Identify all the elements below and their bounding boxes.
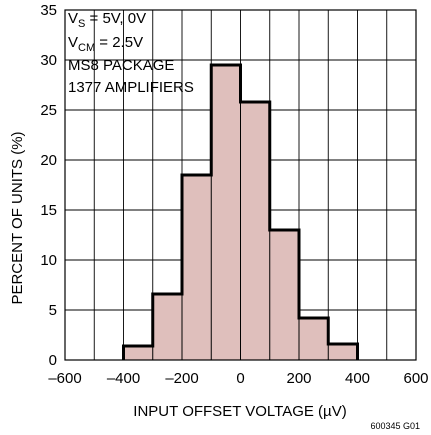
histogram-bars <box>123 65 358 360</box>
figure-code: 600345 G01 <box>370 421 420 431</box>
x-tick-label: –200 <box>165 370 198 387</box>
x-tick-label: –600 <box>48 370 81 387</box>
x-tick-label: 400 <box>345 370 370 387</box>
annotation-vcm: VCM = 2.5V <box>68 34 143 54</box>
y-tick-label: 0 <box>49 352 57 369</box>
histogram-bar <box>123 346 153 360</box>
y-tick-label: 25 <box>40 102 57 119</box>
plot-frame <box>64 9 417 361</box>
y-tick-labels: 0 5 10 15 20 25 30 35 <box>40 2 57 369</box>
histogram-bar <box>269 230 299 360</box>
x-tick-label: –400 <box>107 370 140 387</box>
annotation-vs: VS = 5V, 0V <box>68 10 146 30</box>
annotation-amplifiers: 1377 AMPLIFIERS <box>68 79 194 96</box>
x-tick-label: 200 <box>286 370 311 387</box>
histogram-bar <box>211 65 241 360</box>
y-axis-label: PERCENT OF UNITS (%) <box>9 131 26 304</box>
y-tick-label: 30 <box>40 52 57 69</box>
y-tick-label: 20 <box>40 152 57 169</box>
y-tick-label: 5 <box>49 302 57 319</box>
histogram-outline-path <box>122 63 359 360</box>
histogram-bar <box>328 344 358 360</box>
annotation-package: MS8 PACKAGE <box>68 57 174 74</box>
y-tick-label: 15 <box>40 202 57 219</box>
x-tick-label: 0 <box>236 370 244 387</box>
annotation-block: VS = 5V, 0V VCM = 2.5V MS8 PACKAGE 1377 … <box>68 10 194 96</box>
histogram-outline <box>122 63 359 360</box>
histogram-bar <box>182 175 212 360</box>
x-tick-labels: –600 –400 –200 0 200 400 600 <box>48 370 428 387</box>
y-tick-label: 10 <box>40 252 57 269</box>
x-axis-label: INPUT OFFSET VOLTAGE (µV) <box>133 403 346 420</box>
histogram-bar <box>240 102 270 360</box>
histogram-bar <box>152 294 182 360</box>
x-tick-label: 600 <box>403 370 428 387</box>
y-tick-label: 35 <box>40 2 57 19</box>
histogram-bar <box>299 318 329 360</box>
